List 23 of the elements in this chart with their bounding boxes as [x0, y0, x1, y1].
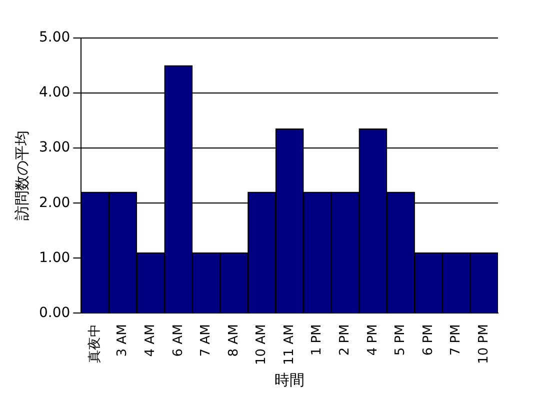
x-tick-label: 10 PM: [476, 324, 492, 364]
y-tick-label: 5.00: [39, 30, 70, 46]
x-tick-label: 8 AM: [226, 324, 242, 357]
x-tick-label: 2 PM: [338, 324, 353, 356]
y-tick-label: 1.00: [39, 250, 70, 266]
x-tick-label: 10 AM: [254, 324, 270, 366]
x-tick-label: 1 PM: [310, 324, 325, 356]
x-tick-label: 5 PM: [393, 324, 408, 356]
x-tick-label: 真夜中: [86, 324, 102, 364]
y-axis-title: 訪問数の平均: [12, 130, 31, 221]
x-tick-label: 4 PM: [365, 324, 380, 356]
y-tick-label: 0.00: [39, 304, 70, 321]
x-tick-label: 7 AM: [198, 324, 214, 357]
x-axis-title: 時間: [274, 370, 305, 389]
y-tick-label: 2.00: [39, 194, 70, 211]
x-tick-label: 7 PM: [448, 324, 464, 356]
x-tick-label: 6 AM: [170, 324, 186, 357]
x-tick-label: 4 AM: [143, 324, 158, 357]
x-tick-label: 3 AM: [115, 324, 130, 357]
y-tick-label: 3.00: [39, 140, 70, 156]
x-tick-label: 6 PM: [420, 324, 436, 356]
x-tick-label: 11 AM: [282, 324, 297, 366]
y-tick-label: 4.00: [39, 84, 70, 101]
